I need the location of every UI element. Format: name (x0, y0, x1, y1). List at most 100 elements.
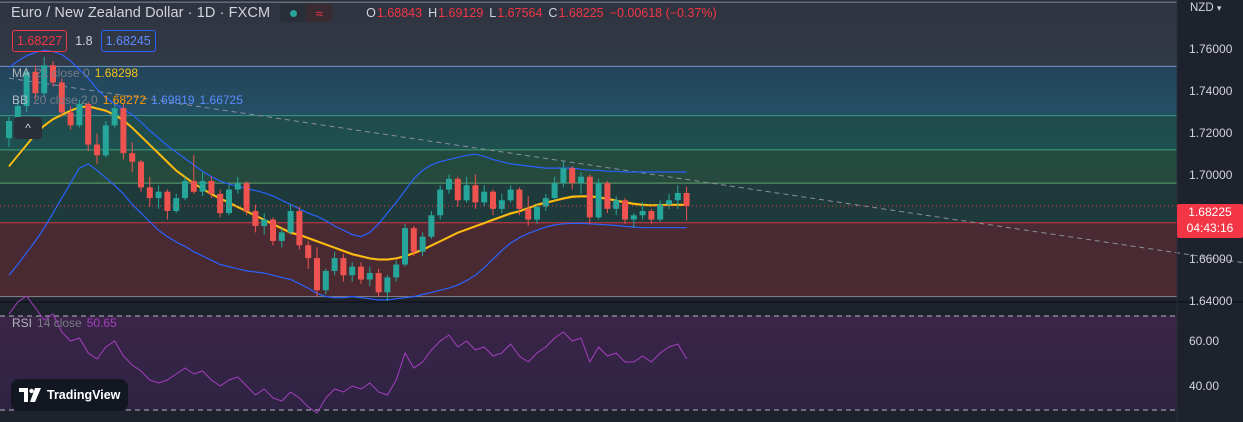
price-tick: 1.72000 (1189, 126, 1233, 140)
open-value: 1.68843 (376, 6, 423, 20)
candle-body (199, 180, 206, 192)
candle-body (542, 198, 549, 207)
price-zone (0, 115, 1177, 150)
candle-body (525, 208, 532, 220)
candle-body (463, 185, 470, 201)
candle-body (622, 200, 628, 220)
chart-header: Euro / New Zealand Dollar · 1D · FXCM ≈ … (0, 0, 717, 26)
candle-body (314, 258, 320, 291)
candle-body (410, 228, 417, 252)
rsi-legend[interactable]: RSI 14 close 50.65 (12, 316, 117, 330)
market-open-icon[interactable] (280, 4, 307, 22)
currency-label: NZD (1190, 2, 1214, 14)
candle-body (261, 219, 268, 226)
symbol-title[interactable]: Euro / New Zealand Dollar · 1D · FXCM (11, 5, 271, 21)
sell-button[interactable]: 1.68227 (12, 30, 68, 52)
candle-body (76, 103, 83, 126)
candle-body (419, 236, 426, 252)
candle-body (613, 200, 620, 209)
candle-body (551, 183, 558, 199)
candle-body (375, 273, 382, 293)
market-status[interactable]: ≈ (280, 4, 333, 22)
ma-legend[interactable]: MA 21 close 0 1.68298 (12, 66, 138, 80)
change-value: −0.00618 (−0.37%) (609, 6, 717, 20)
candle-body (648, 210, 655, 220)
currency-selector[interactable]: NZD ▾ (1190, 2, 1221, 14)
candle-body (146, 187, 153, 199)
bb-params: 20 close 2 0 (33, 93, 98, 107)
bb-upper-value: 1.69819 (151, 93, 195, 107)
candle-body (472, 185, 479, 203)
high-value: 1.69129 (438, 6, 484, 20)
price-zone (0, 2, 1177, 67)
candle-body (226, 189, 232, 214)
price-zone (0, 66, 1177, 116)
candle-body (358, 266, 364, 280)
spread-value: 1.8 (75, 34, 93, 48)
candle-body (428, 215, 435, 237)
candle-body (190, 180, 197, 192)
candle-body (674, 192, 681, 201)
candle-body (102, 125, 109, 156)
close-value: 1.68225 (558, 6, 604, 20)
tradingview-logo[interactable]: TradingView (11, 379, 129, 411)
candle-body (278, 232, 285, 241)
candle-body (569, 168, 576, 184)
candle-body (393, 264, 400, 278)
price-tick: 1.66000 (1189, 252, 1233, 266)
candle-body (138, 161, 144, 188)
ohlc-readout: O1.68843 H1.69129 L1.67564 C1.68225 −0.0… (366, 6, 717, 20)
candle-body (296, 210, 303, 246)
candle-body (129, 153, 136, 162)
buy-button[interactable]: 1.68245 (100, 30, 156, 52)
rsi-value: 50.65 (86, 316, 117, 330)
bb-legend[interactable]: BB 20 close 2 0 1.68272 1.69819 1.66725 (12, 93, 243, 107)
candle-body (507, 189, 514, 201)
chevron-down-icon: ▾ (1216, 3, 1222, 13)
trendline (8, 77, 1243, 264)
ma-value: 1.68298 (94, 66, 139, 80)
low-value: 1.67564 (497, 6, 543, 20)
candle-body (85, 103, 92, 145)
candle-body (340, 258, 347, 276)
candle-body (234, 183, 241, 190)
candle-body (498, 200, 505, 209)
countdown-value: 04:43:16 (1186, 221, 1234, 235)
candle-body (481, 191, 488, 203)
candle-body (657, 204, 664, 220)
price-level-zones (0, 0, 1177, 297)
bb-lower-value: 1.66725 (199, 93, 243, 107)
rsi-params: 14 close (37, 316, 82, 330)
zone-top (0, 0, 1177, 3)
candle-body (6, 121, 12, 139)
candle-body (252, 210, 259, 226)
candle-body (534, 206, 540, 220)
candle-body (349, 266, 356, 276)
candle-body (331, 258, 338, 271)
last-price-tag: 1.68225 04:43:16 (1177, 204, 1243, 238)
ma-name: MA (12, 66, 30, 80)
candle-body (217, 193, 224, 214)
last-price-value: 1.68225 (1188, 205, 1232, 219)
collapse-legend-button[interactable]: ^ (14, 117, 42, 139)
low-label: L (489, 6, 497, 20)
candle-body (23, 71, 30, 107)
wave-icon[interactable]: ≈ (306, 4, 333, 22)
price-tick: 1.74000 (1189, 84, 1233, 98)
close-label: C (548, 6, 558, 20)
candle-body (173, 198, 180, 211)
tradingview-logo-icon (19, 388, 41, 402)
open-label: O (366, 6, 376, 20)
candle-body (402, 228, 408, 265)
candle-body (164, 191, 171, 211)
candle-body (366, 273, 373, 280)
candle-body (120, 108, 127, 154)
candle-body (578, 176, 584, 184)
candle-body (516, 189, 523, 209)
candle-body (630, 215, 637, 220)
candle-body (560, 168, 567, 184)
price-tick: 1.70000 (1189, 168, 1233, 182)
rsi-band-fill (0, 316, 1177, 410)
price-zone (0, 222, 1177, 297)
